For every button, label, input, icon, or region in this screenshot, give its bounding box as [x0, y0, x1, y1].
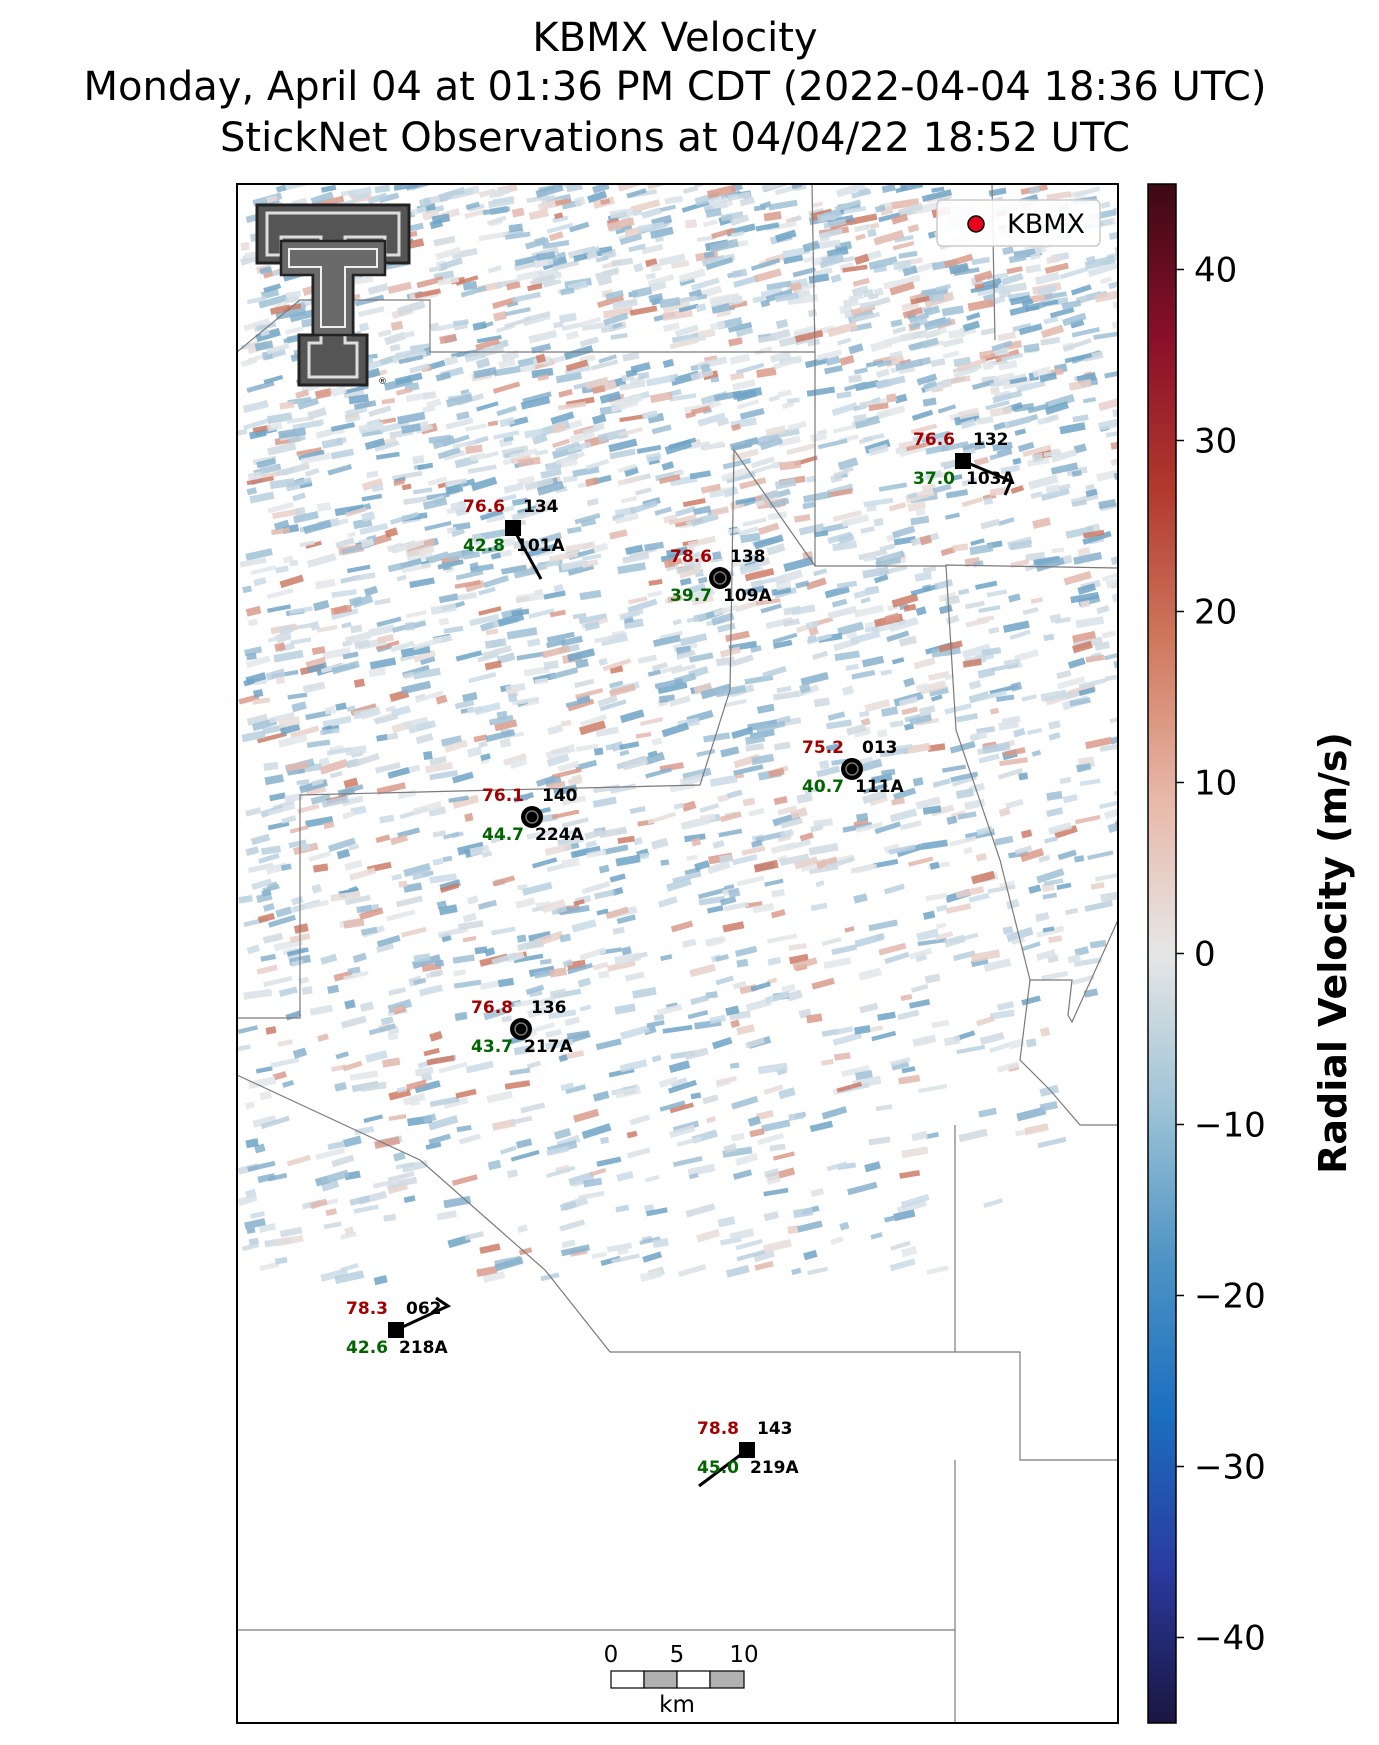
scale-label-5: 5	[670, 1642, 685, 1668]
colorbar-tick-label: −10	[1194, 1106, 1266, 1146]
colorbar: 40 30 20 10 0 −10 −20 −30 −40 Radial Velocity (m…	[1147, 183, 1355, 1724]
station-dewpoint: 42.6	[346, 1338, 388, 1358]
wind-barb-icon	[395, 1296, 452, 1332]
colorbar-tick-label: 10	[1194, 764, 1237, 804]
station-code: 143	[757, 1419, 793, 1439]
station-temperature: 76.6	[463, 497, 505, 517]
map-subtitle-obs: StickNet Observations at 04/04/22 18:52 …	[220, 115, 1130, 161]
station-111A[interactable]: 75.2 013 40.7 111A	[802, 738, 904, 797]
station-id: 218A	[399, 1338, 448, 1358]
calm-circle-icon	[841, 758, 863, 780]
station-square-icon	[739, 1442, 755, 1458]
calm-circle-icon	[510, 1018, 532, 1040]
station-square-icon	[505, 520, 521, 536]
colorbar-tick-label: −20	[1194, 1277, 1266, 1317]
station-square-icon	[388, 1322, 404, 1338]
station-dewpoint: 44.7	[482, 825, 524, 845]
station-103A[interactable]: 76.6 132 37.0 103A	[913, 430, 1015, 496]
station-dewpoint: 40.7	[802, 777, 844, 797]
station-temperature: 76.8	[471, 998, 513, 1018]
station-code: 013	[862, 738, 898, 758]
station-temperature: 75.2	[802, 738, 844, 758]
colorbar-tick-label: 0	[1194, 935, 1216, 975]
station-temperature: 76.6	[913, 430, 955, 450]
county-boundaries	[237, 184, 1118, 1723]
station-temperature: 78.6	[670, 547, 712, 567]
station-code: 140	[542, 786, 578, 806]
station-id: 224A	[535, 825, 584, 845]
map-title: KBMX Velocity	[532, 15, 818, 61]
station-code: 062	[406, 1299, 442, 1319]
station-id: 217A	[524, 1037, 573, 1057]
scale-label-10: 10	[729, 1642, 758, 1668]
radar-velocity-field	[237, 184, 1118, 1286]
map-panel	[236, 183, 1119, 1724]
station-dewpoint: 37.0	[913, 469, 955, 489]
station-101A[interactable]: 76.6 134 42.8 101A	[463, 497, 565, 580]
station-id: 111A	[855, 777, 904, 797]
sticknet-stations: 76.6 134 42.8 101A 78.6 138 39.7 109A 76.6 132 37.…	[346, 430, 1015, 1488]
station-temperature: 78.3	[346, 1299, 388, 1319]
wind-barb-icon	[962, 459, 1013, 496]
station-219A[interactable]: 78.8 143 45.0 219A	[697, 1419, 799, 1488]
colorbar-gradient	[1147, 183, 1177, 1724]
colorbar-tick-label: 30	[1194, 422, 1237, 462]
station-217A[interactable]: 76.8 136 43.7 217A	[471, 998, 573, 1057]
registered-mark-icon: ®	[378, 377, 387, 387]
calm-circle-icon	[709, 567, 731, 589]
station-224A[interactable]: 76.1 140 44.7 224A	[482, 786, 584, 845]
colorbar-tick-label: −30	[1194, 1448, 1266, 1488]
station-temperature: 78.8	[697, 1419, 739, 1439]
scale-unit: km	[659, 1692, 695, 1718]
station-dewpoint: 42.8	[463, 536, 505, 556]
legend-label: KBMX	[1007, 209, 1085, 240]
station-109A[interactable]: 78.6 138 39.7 109A	[670, 547, 772, 606]
scale-label-0: 0	[604, 1642, 619, 1668]
station-id: 219A	[750, 1458, 799, 1478]
station-dewpoint: 45.0	[697, 1458, 739, 1478]
station-square-icon	[955, 453, 971, 469]
map-legend: KBMX	[936, 199, 1101, 247]
scale-bar: 0 5 10 km	[604, 1642, 759, 1718]
texas-tech-double-t-logo	[255, 203, 411, 387]
colorbar-tick-label: −40	[1194, 1619, 1266, 1659]
station-code: 136	[531, 998, 567, 1018]
station-code: 132	[973, 430, 1009, 450]
map-subtitle-time: Monday, April 04 at 01:36 PM CDT (2022-0…	[83, 64, 1267, 110]
station-id: 101A	[516, 536, 565, 556]
colorbar-label: Radial Velocity (m/s)	[1311, 732, 1355, 1174]
colorbar-tick-label: 20	[1194, 593, 1237, 633]
station-code: 134	[523, 497, 559, 517]
calm-circle-icon	[521, 806, 543, 828]
station-218A[interactable]: 78.3 062 42.6 218A	[346, 1296, 452, 1358]
station-id: 109A	[723, 586, 772, 606]
station-code: 138	[730, 547, 766, 567]
colorbar-tick-label: 40	[1194, 251, 1237, 291]
station-id: 103A	[966, 469, 1015, 489]
kbmx-marker-icon	[967, 215, 985, 233]
station-dewpoint: 43.7	[471, 1037, 513, 1057]
station-temperature: 76.1	[482, 786, 524, 806]
wind-barb-icon	[511, 527, 543, 580]
station-dewpoint: 39.7	[670, 586, 712, 606]
